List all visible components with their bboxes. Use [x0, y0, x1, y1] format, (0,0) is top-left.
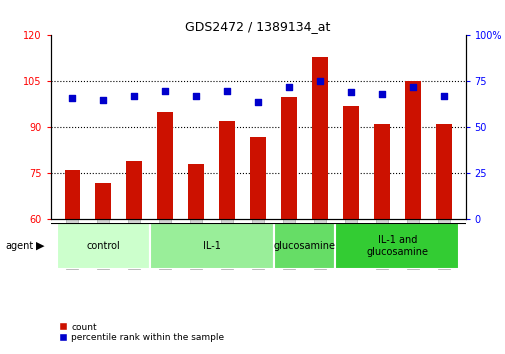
- Point: [315, 79, 323, 84]
- Point: [99, 97, 107, 103]
- Text: control: control: [86, 241, 120, 251]
- Point: [346, 90, 355, 95]
- Point: [161, 88, 169, 93]
- Bar: [65, 170, 80, 354]
- Point: [408, 84, 416, 90]
- Text: IL-1: IL-1: [203, 241, 220, 251]
- Bar: [57, 223, 149, 269]
- Text: agent: agent: [5, 241, 33, 251]
- Legend: count, percentile rank within the sample: count, percentile rank within the sample: [55, 319, 228, 346]
- Bar: [157, 112, 173, 354]
- Text: ▶: ▶: [36, 241, 45, 251]
- Point: [130, 93, 138, 99]
- Bar: [149, 223, 273, 269]
- Bar: [219, 121, 234, 354]
- Bar: [435, 124, 450, 354]
- Bar: [342, 106, 358, 354]
- Point: [284, 84, 292, 90]
- Point: [68, 95, 76, 101]
- Bar: [335, 223, 459, 269]
- Text: IL-1 and
glucosamine: IL-1 and glucosamine: [366, 235, 428, 257]
- Bar: [281, 97, 296, 354]
- Point: [377, 91, 385, 97]
- Bar: [126, 161, 142, 354]
- Text: glucosamine: glucosamine: [273, 241, 335, 251]
- Point: [223, 88, 231, 93]
- Bar: [250, 137, 265, 354]
- Bar: [373, 124, 389, 354]
- Bar: [95, 183, 111, 354]
- Bar: [312, 57, 327, 354]
- Bar: [188, 164, 204, 354]
- Point: [254, 99, 262, 104]
- Title: GDS2472 / 1389134_at: GDS2472 / 1389134_at: [185, 20, 330, 33]
- Bar: [273, 223, 335, 269]
- Point: [439, 93, 447, 99]
- Bar: [405, 81, 420, 354]
- Point: [192, 93, 200, 99]
